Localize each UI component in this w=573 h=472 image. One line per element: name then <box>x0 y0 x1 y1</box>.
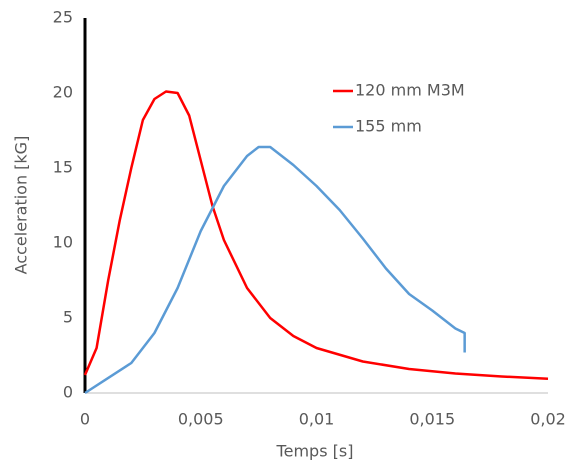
y-tick-label: 25 <box>53 8 73 27</box>
x-tick-label: 0,015 <box>409 410 455 429</box>
line-series <box>83 90 549 380</box>
x-axis-title: Temps [s] <box>276 442 354 461</box>
line-series <box>84 145 466 395</box>
y-tick-label: 5 <box>63 308 73 327</box>
y-tick-label: 10 <box>53 233 73 252</box>
x-tick-label: 0,02 <box>530 410 566 429</box>
legend-label: 120 mm M3M <box>355 81 465 100</box>
legend-label: 155 mm <box>355 117 422 136</box>
x-tick-label: 0 <box>80 410 90 429</box>
y-tick-label: 15 <box>53 158 73 177</box>
y-axis-title: Acceleration [kG] <box>12 136 31 275</box>
y-tick-label: 20 <box>53 83 73 102</box>
x-tick-label: 0,01 <box>299 410 335 429</box>
x-tick-label: 0,005 <box>178 410 224 429</box>
y-tick-label: 0 <box>63 383 73 402</box>
